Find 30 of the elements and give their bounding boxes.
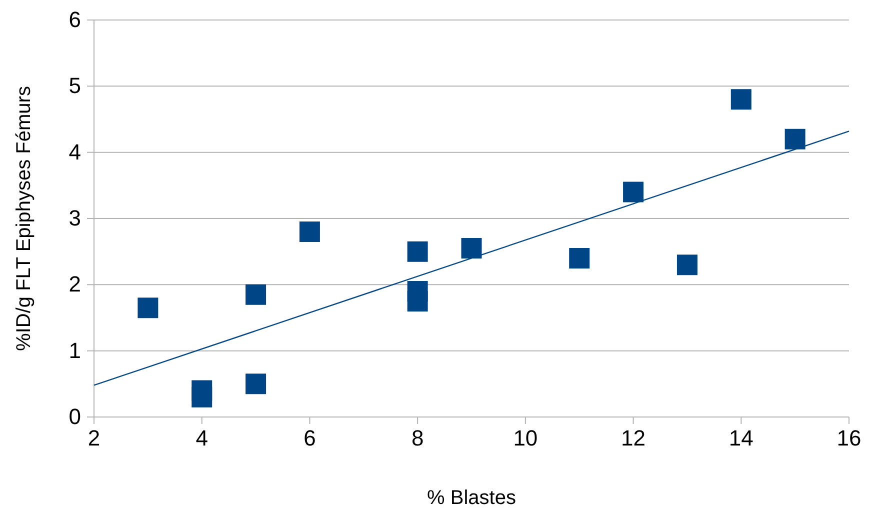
point xyxy=(138,298,158,318)
x-tick-label: 14 xyxy=(728,426,754,451)
x-tick-label: 6 xyxy=(304,426,316,451)
x-axis-title: % Blastes xyxy=(427,487,516,509)
point xyxy=(569,248,590,268)
y-tick-label: 1 xyxy=(68,338,81,363)
x-tick-label: 16 xyxy=(836,426,862,451)
point xyxy=(784,128,806,150)
y-axis-title: %ID/g FLT Epiphyses Fémurs xyxy=(13,86,35,351)
y-tick-label: 0 xyxy=(68,404,81,430)
point xyxy=(192,386,212,408)
point xyxy=(407,290,428,312)
x-tick-label: 10 xyxy=(513,426,538,451)
point xyxy=(461,238,482,259)
y-tick-label: 2 xyxy=(68,272,81,297)
point xyxy=(730,89,752,110)
point xyxy=(407,241,428,262)
x-tick-label: 12 xyxy=(621,426,646,451)
point xyxy=(676,254,698,276)
point xyxy=(623,182,644,202)
y-tick-label: 3 xyxy=(68,206,81,231)
y-tick-label: 6 xyxy=(68,7,81,32)
x-tick-label: 4 xyxy=(196,426,208,451)
point xyxy=(246,284,266,305)
x-tick-label: 2 xyxy=(88,426,100,451)
point xyxy=(299,221,320,242)
y-tick-label: 4 xyxy=(68,139,81,164)
y-tick-label: 5 xyxy=(68,73,81,98)
point xyxy=(246,374,266,394)
x-tick-label: 8 xyxy=(411,426,424,451)
